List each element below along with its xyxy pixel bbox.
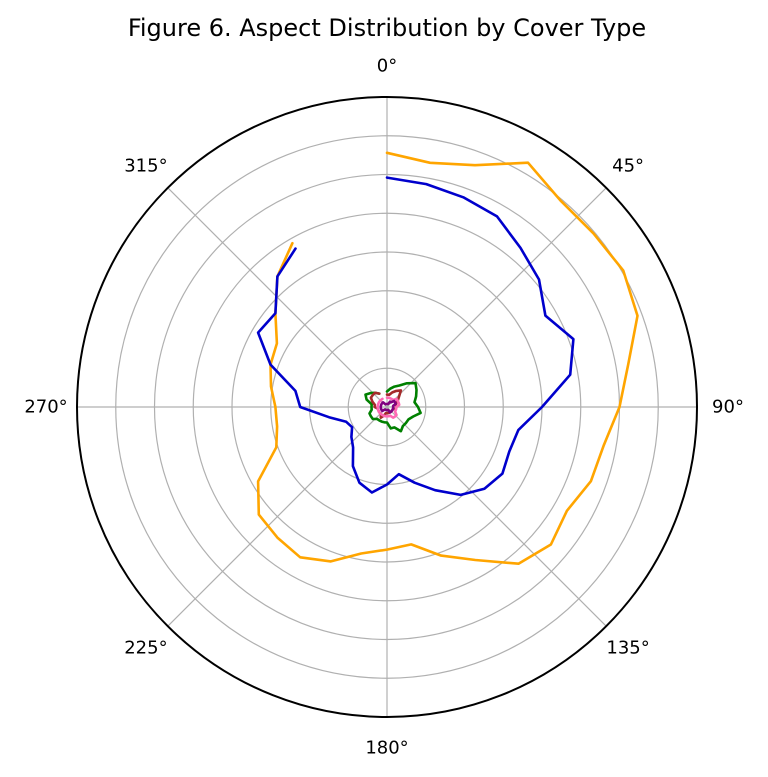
series-line-5	[376, 396, 401, 420]
angular-gridline-135	[386, 406, 607, 627]
polar-grid	[77, 97, 697, 717]
series-line-3	[364, 381, 422, 433]
series-layer	[256, 151, 639, 566]
angle-tick-label-315: 315°	[124, 155, 167, 176]
angle-tick-label-225: 225°	[124, 638, 167, 659]
series-line-2	[256, 176, 575, 497]
angular-gridline-45	[386, 187, 607, 408]
angle-tick-label-0: 0°	[377, 56, 397, 77]
angle-tick-label-45: 45°	[612, 155, 644, 176]
angular-gridline-225	[167, 406, 388, 627]
angle-tick-labels: 0° 45° 90° 135° 180° 225° 270° 315°	[24, 56, 744, 759]
series-line-4	[369, 389, 403, 420]
angle-tick-label-270: 270°	[24, 397, 67, 418]
angle-tick-label-180: 180°	[365, 738, 408, 759]
series-line-6	[379, 399, 398, 414]
angle-tick-label-90: 90°	[712, 397, 744, 418]
angle-tick-label-135: 135°	[606, 638, 649, 659]
series-line-1	[256, 151, 639, 566]
chart-title: Figure 6. Aspect Distribution by Cover T…	[128, 14, 646, 42]
polar-frame	[76, 96, 698, 718]
